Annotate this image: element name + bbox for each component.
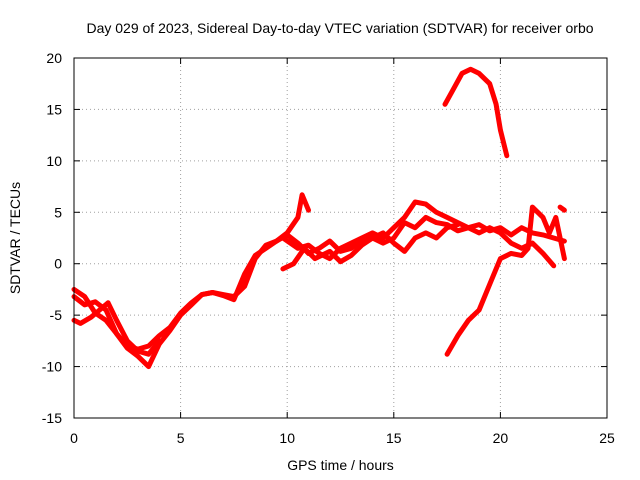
series-line-arc-8 [557, 204, 567, 213]
x-tick-label: 10 [279, 430, 295, 446]
x-tick-label: 25 [599, 430, 615, 446]
y-tick-label: -15 [42, 410, 62, 426]
x-tick-label: 15 [386, 430, 402, 446]
plot-frame [73, 57, 608, 419]
y-tick-label: 5 [54, 204, 62, 220]
x-tick-label: 20 [493, 430, 509, 446]
chart-title: Day 029 of 2023, Sidereal Day-to-day VTE… [86, 20, 593, 36]
series-line-arc-6 [444, 204, 567, 357]
x-axis-label: GPS time / hours [287, 457, 394, 473]
series-line-arc-3 [71, 300, 162, 357]
y-tick-label: -10 [42, 359, 62, 375]
y-tick-label: 10 [46, 153, 62, 169]
series-layer [71, 66, 567, 370]
y-axis-label: SDTVAR / TECUs [7, 182, 23, 294]
y-tick-label: 20 [46, 50, 62, 66]
series-line-arc-7 [442, 66, 510, 159]
ticks: 0 5 10 15 20 25 -15 -10 -5 0 5 10 15 20 [42, 50, 615, 446]
y-tick-label: -5 [50, 307, 63, 323]
y-tick-label: 15 [46, 101, 62, 117]
x-tick-label: 5 [177, 430, 185, 446]
y-tick-label: 0 [54, 256, 62, 272]
x-tick-label: 0 [70, 430, 78, 446]
series-line-arc-5 [280, 222, 461, 272]
